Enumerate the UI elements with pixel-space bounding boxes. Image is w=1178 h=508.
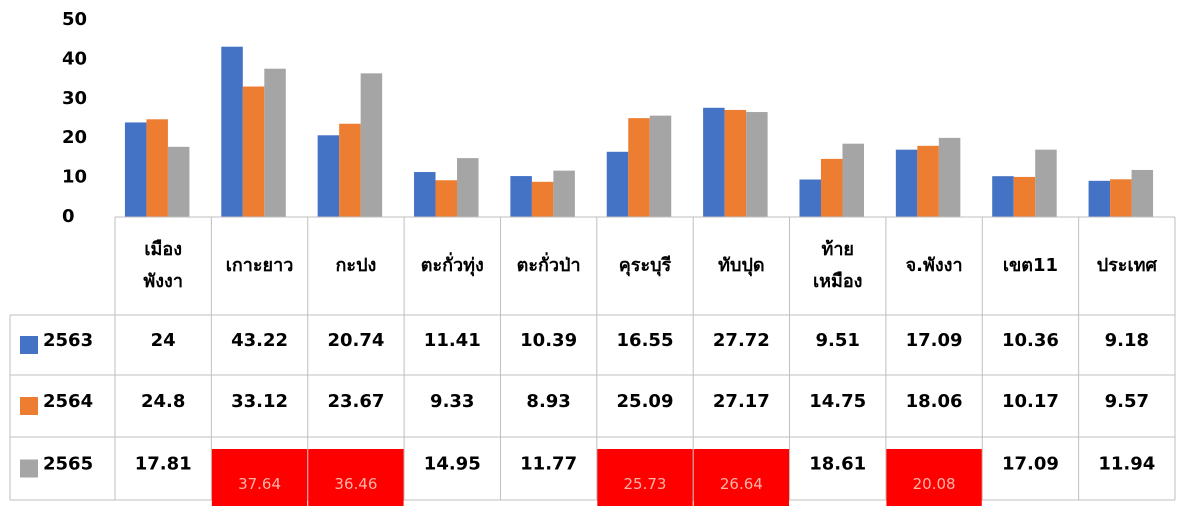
table-value: 9.33 (430, 391, 474, 412)
legend-label: 2565 (43, 454, 93, 475)
bar (435, 180, 458, 217)
table-value: 10.36 (1002, 330, 1059, 351)
table-value: 9.18 (1105, 330, 1149, 351)
bar (317, 135, 340, 217)
table-value: 14.75 (809, 391, 866, 412)
bar (746, 112, 768, 217)
bar (1013, 176, 1036, 217)
bar (938, 137, 961, 217)
table-value: 9.51 (816, 330, 860, 351)
table-value: 43.22 (231, 330, 288, 351)
table-value: 18.06 (906, 391, 963, 412)
table-value: 24 (151, 330, 176, 351)
y-tick-label: 40 (62, 48, 87, 69)
table-value: 17.09 (906, 330, 963, 351)
legend-label: 2563 (43, 330, 93, 351)
table-value: 24.8 (141, 391, 185, 412)
bar (703, 107, 725, 217)
category-label: เมืองพังงา (143, 239, 183, 292)
table-value: 10.17 (1002, 391, 1059, 412)
table-value: 33.12 (231, 391, 288, 412)
highlight-cell (597, 449, 693, 506)
category-label: เกาะยาว (226, 255, 294, 276)
highlight-cell (886, 449, 982, 506)
table-value: 27.17 (713, 391, 770, 412)
highlight-cell (693, 449, 790, 506)
table-value: 11.94 (1098, 454, 1155, 475)
table-value: 16.55 (617, 330, 674, 351)
table-value: 8.93 (526, 391, 570, 412)
table-value: 25.73 (624, 475, 667, 493)
table-value: 11.41 (424, 330, 481, 351)
table-value: 23.67 (327, 391, 384, 412)
bar (820, 158, 843, 217)
bar (414, 172, 436, 217)
table-value: 11.77 (520, 454, 577, 475)
category-label: ตะกั่วทุ่ง (421, 252, 484, 277)
highlight-cell (211, 449, 308, 506)
table-value: 9.57 (1105, 391, 1149, 412)
table-value: 17.81 (135, 454, 192, 475)
table-value: 14.95 (424, 454, 481, 475)
category-label: ประเทศ (1097, 255, 1158, 276)
table-value: 18.61 (809, 454, 866, 475)
y-tick-label: 20 (62, 127, 87, 148)
category-label: จ.พังงา (906, 255, 963, 276)
y-tick-label: 10 (62, 167, 87, 188)
bar (146, 119, 168, 217)
table-value: 37.64 (238, 475, 281, 493)
category-label: เขต11 (1003, 255, 1058, 276)
bar (895, 149, 918, 217)
bar (339, 123, 361, 217)
table-value: 26.64 (720, 475, 763, 493)
bar (799, 179, 821, 217)
bar (221, 46, 243, 218)
bar (531, 181, 554, 217)
bar (724, 109, 747, 217)
bar (553, 170, 575, 217)
bar (992, 176, 1014, 217)
bar (1088, 180, 1111, 217)
bar (264, 68, 286, 218)
bar (242, 86, 265, 217)
bar (1110, 179, 1132, 217)
bar (167, 146, 190, 217)
category-label: คุระบุรี (619, 255, 672, 277)
category-label: ท้ายเหมือง (813, 239, 862, 292)
bar (842, 143, 864, 217)
table-value: 20.74 (327, 330, 384, 351)
y-tick-label: 0 (62, 206, 75, 227)
category-label: ทับปุด (718, 255, 764, 277)
table-value: 27.72 (713, 330, 770, 351)
category-label: กะปง (336, 255, 377, 276)
legend-key (20, 336, 38, 354)
y-tick-label: 30 (62, 88, 87, 109)
table-value: 36.46 (334, 475, 377, 493)
table-value: 20.08 (913, 475, 956, 493)
legend-key (20, 397, 38, 415)
table-value: 10.39 (520, 330, 577, 351)
legend-label: 2564 (43, 391, 93, 412)
legend-key (20, 459, 38, 478)
bar (1131, 169, 1154, 217)
bar (510, 176, 532, 217)
bar (124, 122, 147, 217)
bar (917, 145, 939, 217)
bar (1035, 149, 1057, 217)
y-tick-label: 50 (62, 9, 87, 30)
bar (628, 118, 650, 217)
table-value: 25.09 (617, 391, 674, 412)
bar (649, 115, 672, 217)
bar (457, 158, 479, 217)
bar (606, 151, 629, 217)
bar (360, 73, 383, 218)
highlight-cell (308, 449, 404, 506)
table-value: 17.09 (1002, 454, 1059, 475)
category-label: ตะกั่วป่า (517, 252, 581, 276)
